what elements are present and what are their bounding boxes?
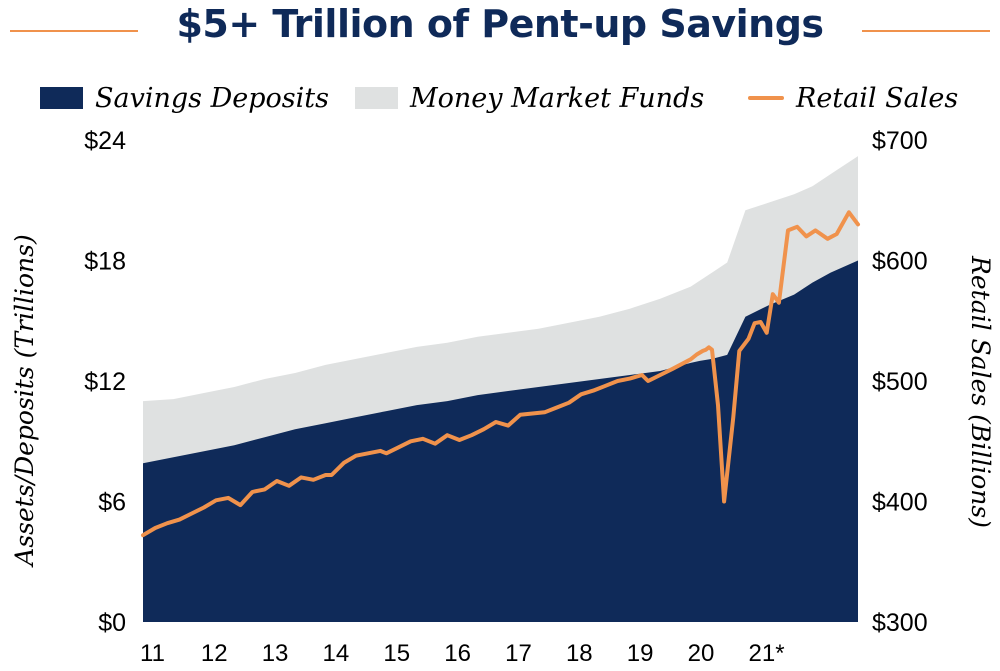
legend: Savings Deposits Money Market Funds Reta… <box>0 80 1000 116</box>
legend-label-savings-deposits: Savings Deposits <box>95 82 329 114</box>
legend-swatch-money-market-funds <box>355 87 398 109</box>
right-tick-label: $600 <box>872 248 928 276</box>
left-tick-label: $0 <box>98 609 126 637</box>
right-axis-ticks: $300 $400 $500 $600 $700 <box>872 127 928 637</box>
left-tick-label: $18 <box>84 248 126 276</box>
right-axis-label: Retail Sales (Billions) <box>966 255 995 528</box>
chart-title: $5+ Trillion of Pent-up Savings <box>176 2 824 46</box>
legend-swatch-retail-sales <box>748 96 784 100</box>
legend-swatch-savings-deposits <box>40 87 83 109</box>
x-tick-label: 20 <box>688 640 715 667</box>
legend-item-savings-deposits: Savings Deposits <box>40 80 329 116</box>
x-axis-ticks: 11 12 13 14 15 16 17 18 19 20 21* <box>140 640 785 667</box>
x-tick-label: 21* <box>749 640 785 667</box>
x-tick-label: 15 <box>383 640 410 667</box>
x-tick-label: 17 <box>505 640 532 667</box>
right-tick-label: $700 <box>872 127 928 155</box>
legend-label-retail-sales: Retail Sales <box>796 82 959 114</box>
line-retail-sales <box>141 210 860 538</box>
right-tick-label: $400 <box>872 489 928 517</box>
left-tick-label: $24 <box>84 127 126 155</box>
right-tick-label: $300 <box>872 609 928 637</box>
x-tick-label: 19 <box>627 640 654 667</box>
x-tick-label: 11 <box>140 640 165 667</box>
chart-lines <box>141 210 860 538</box>
left-tick-label: $12 <box>84 368 126 396</box>
left-axis-ticks: $0 $6 $12 $18 $24 <box>84 127 126 637</box>
area-savings-deposits <box>143 260 858 622</box>
chart-areas <box>143 156 858 622</box>
x-tick-label: 12 <box>201 640 228 667</box>
legend-item-retail-sales: Retail Sales <box>748 80 958 116</box>
left-axis-label: Assets/Deposits (Trillions) <box>10 234 39 567</box>
right-tick-label: $500 <box>872 368 928 396</box>
x-tick-label: 18 <box>566 640 593 667</box>
title-right-rule <box>862 30 990 32</box>
title-row: $5+ Trillion of Pent-up Savings <box>0 0 1000 62</box>
left-tick-label: $6 <box>98 489 126 517</box>
x-tick-label: 13 <box>262 640 289 667</box>
legend-label-money-market-funds: Money Market Funds <box>410 82 705 114</box>
x-tick-label: 16 <box>444 640 471 667</box>
x-tick-label: 14 <box>323 640 350 667</box>
legend-item-money-market-funds: Money Market Funds <box>355 80 704 116</box>
title-left-rule <box>10 30 138 32</box>
